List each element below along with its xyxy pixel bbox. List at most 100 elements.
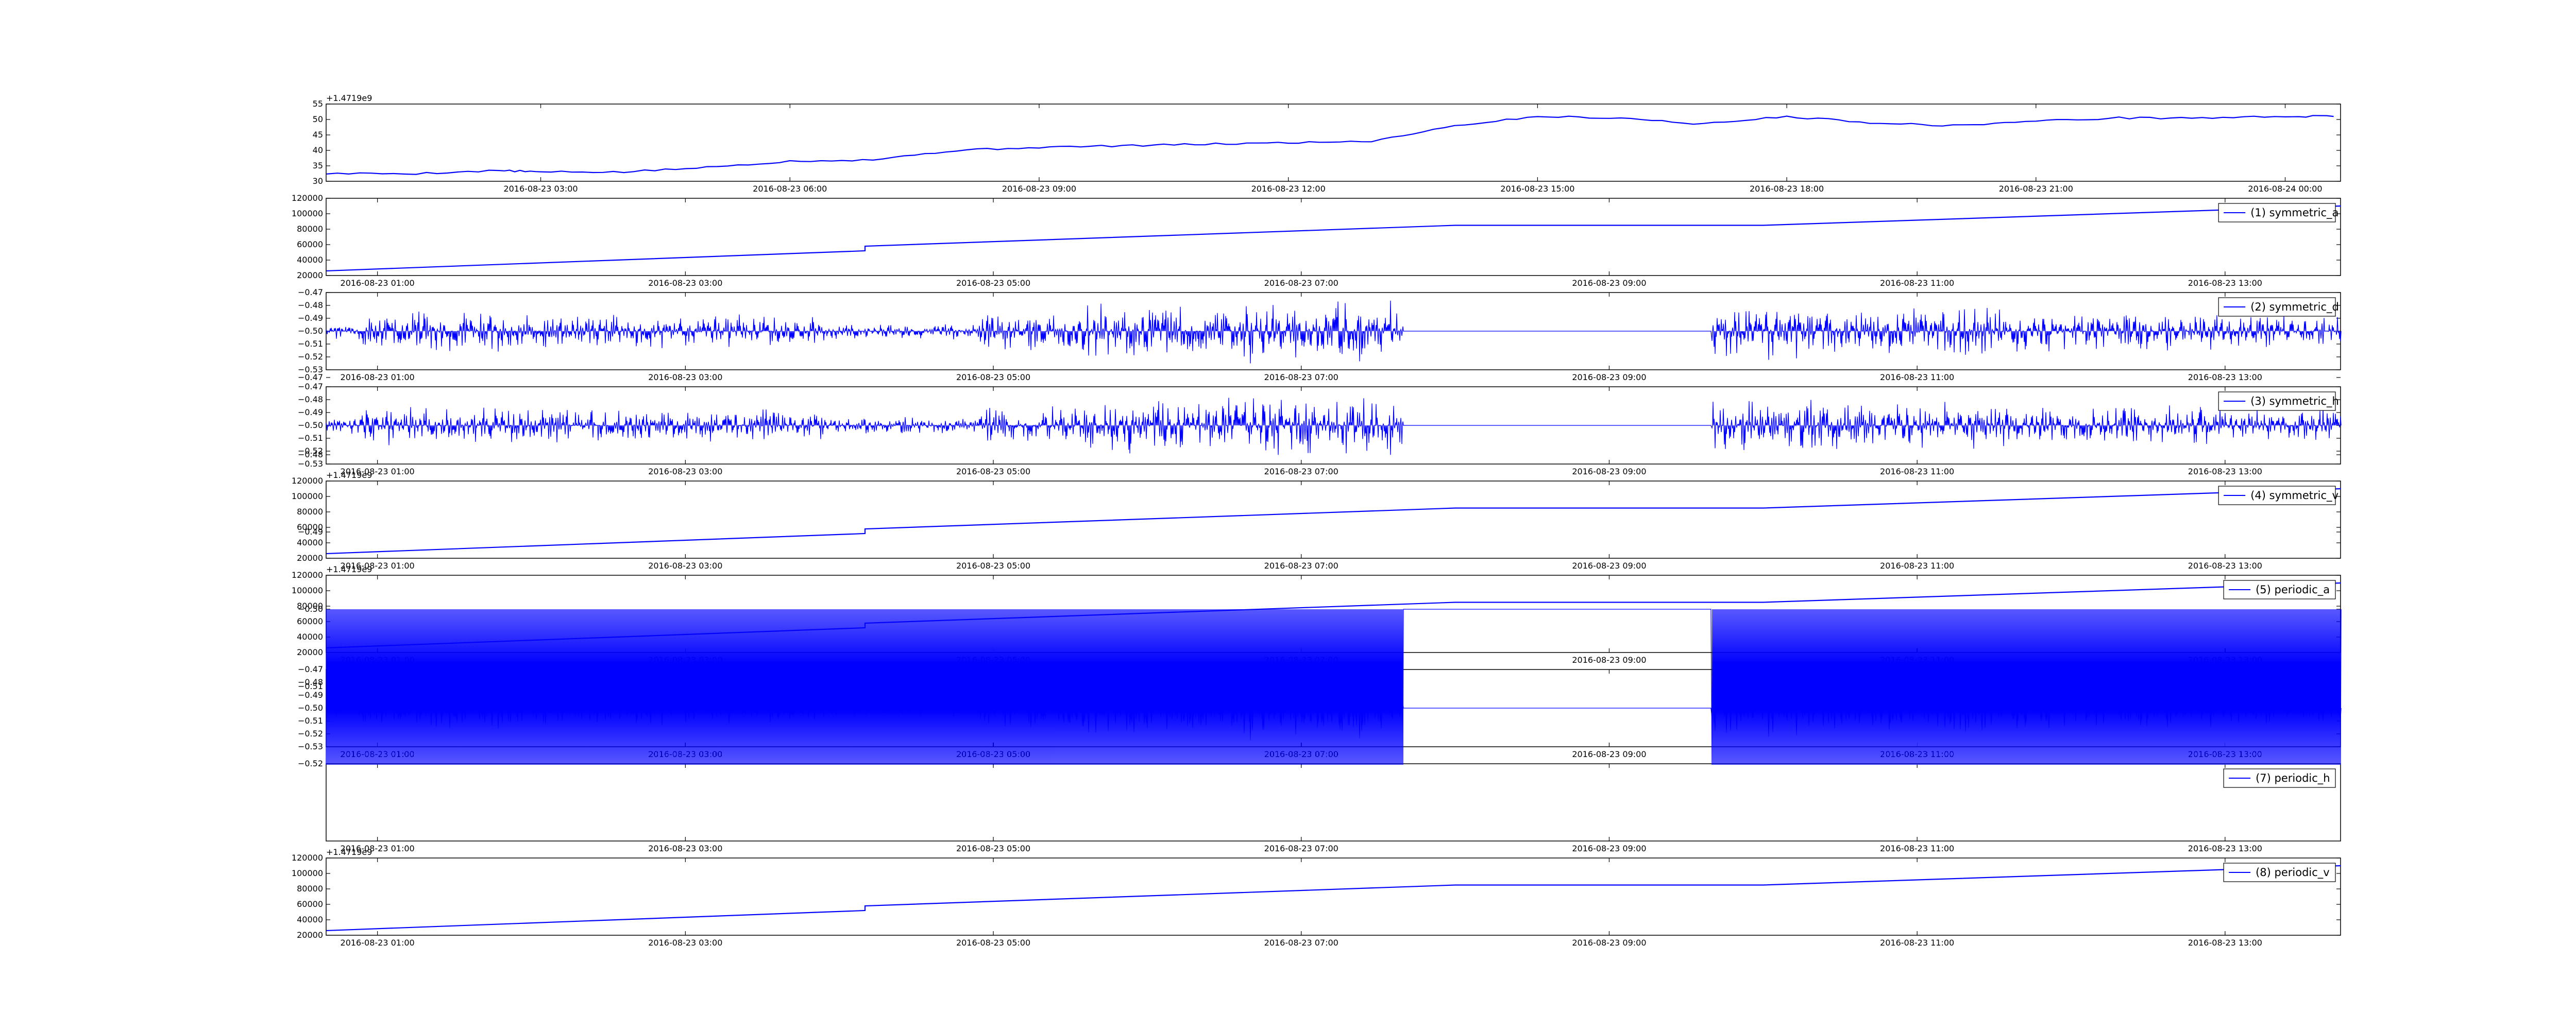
subplot-3: −0.53 −0.52 −0.51 −0.50 −0.49 −0.48 −0.47 2016-… (298, 287, 2342, 382)
y-tick-label: 40 (313, 145, 323, 155)
y-tick-label: 120000 (292, 193, 323, 203)
y-tick-label: 40000 (297, 255, 323, 265)
x-tick-label: 2016-08-24 00:00 (2248, 184, 2322, 194)
subplot-5: 20000 40000 60000 80000 100000 120000 2016-08-… (292, 470, 2341, 571)
y-tick-label: −0.51 (298, 433, 323, 443)
x-tick-label: 2016-08-23 11:00 (1880, 372, 1954, 382)
y-tick-label: 80000 (297, 507, 323, 517)
y-tick-label: −0.47 (298, 664, 323, 674)
axes-frame (326, 480, 2341, 559)
x-tick-label: 2016-08-23 13:00 (2188, 844, 2262, 853)
legend-label: (2) symmetric_d (2250, 301, 2339, 314)
x-tick-label: 2016-08-23 05:00 (956, 938, 1030, 948)
subplot-4: −0.53 −0.52 −0.51 −0.50 −0.49 −0.48 −0.47 2016-… (298, 382, 2342, 476)
x-tick-label: 2016-08-23 21:00 (1999, 184, 2073, 194)
axes-frame (326, 198, 2341, 276)
x-tick-label: 2016-08-23 05:00 (956, 278, 1030, 288)
offset-label: +1.4719e9 (326, 470, 372, 480)
y-tick-label: 100000 (292, 586, 323, 595)
series-line (326, 609, 2342, 765)
x-tick-label: 2016-08-23 09:00 (1572, 655, 1646, 665)
offset-label: +1.4719e9 (326, 93, 372, 103)
x-tick-label: 2016-08-23 07:00 (1264, 372, 1338, 382)
x-tick-label: 2016-08-23 03:00 (648, 467, 722, 476)
y-tick-label: 20000 (297, 270, 323, 280)
y-tick-label: −0.51 (298, 339, 323, 349)
x-tick-label: 2016-08-23 09:00 (1572, 278, 1646, 288)
y-tick-label: −0.53 (298, 742, 323, 751)
y-tick-label: 120000 (292, 853, 323, 863)
y-tick-label: 120000 (292, 476, 323, 486)
y-tick-label: −0.48 (298, 450, 323, 459)
offset-label: +1.4719e9 (326, 564, 372, 574)
y-tick-label: 80000 (297, 601, 323, 611)
series-line (326, 115, 2334, 175)
x-tick-label: 2016-08-23 03:00 (648, 844, 722, 853)
y-tick-label: −0.50 (298, 420, 323, 430)
subplot-stack: 30 35 40 45 50 55 2016-08-23 03:00 2016-08-23 0… (292, 93, 2342, 948)
subplot-1: 30 35 40 45 50 55 2016-08-23 03:00 2016-08-23 0… (313, 93, 2341, 194)
y-tick-label: −0.52 (298, 759, 323, 768)
y-tick-label: −0.50 (298, 703, 323, 713)
x-tick-label: 2016-08-23 05:00 (956, 749, 1030, 759)
x-tick-label: 2016-08-23 06:00 (753, 184, 827, 194)
y-tick-label: −0.50 (298, 326, 323, 336)
legend-label: (8) periodic_v (2256, 866, 2330, 879)
y-tick-label: 100000 (292, 209, 323, 218)
y-tick-label: 30 (313, 176, 323, 186)
y-tick-label: 100000 (292, 868, 323, 878)
subplot-8: −0.52 −0.51 −0.50 −0.49 −0.48 −0.47 2016-08-23… (298, 372, 2342, 853)
series-line (326, 398, 2342, 455)
x-tick-label: 2016-08-23 05:00 (956, 372, 1030, 382)
offset-label: +1.4719e9 (326, 847, 372, 857)
y-tick-label: 120000 (292, 570, 323, 580)
y-tick-label: 45 (313, 130, 323, 140)
x-tick-label: 2016-08-23 01:00 (341, 844, 415, 853)
x-tick-label: 2016-08-23 18:00 (1750, 184, 1824, 194)
y-tick-label: 40000 (297, 915, 323, 924)
subplot-2: 20000 40000 60000 80000 100000 120000 2016-08-… (292, 193, 2341, 288)
x-tick-label: 2016-08-23 13:00 (2188, 278, 2262, 288)
y-tick-label: 60000 (297, 616, 323, 626)
y-tick-label: 80000 (297, 884, 323, 894)
x-tick-label: 2016-08-23 15:00 (1500, 184, 1574, 194)
y-tick-label: 40000 (297, 632, 323, 642)
x-tick-label: 2016-08-23 07:00 (1264, 278, 1338, 288)
x-tick-label: 2016-08-23 07:00 (1264, 844, 1338, 853)
x-tick-label: 2016-08-23 09:00 (1572, 844, 1646, 853)
series-line (326, 300, 2342, 364)
y-tick-label: −0.52 (298, 352, 323, 362)
x-tick-label: 2016-08-23 13:00 (2188, 467, 2262, 476)
y-tick-label: 20000 (297, 930, 323, 940)
y-tick-label: −0.47 (298, 372, 323, 382)
y-tick-label: −0.49 (298, 313, 323, 323)
x-tick-label: 2016-08-23 05:00 (956, 467, 1030, 476)
x-tick-label: 2016-08-23 09:00 (1572, 561, 1646, 571)
y-tick-label: 60000 (297, 522, 323, 532)
x-tick-label: 2016-08-23 03:00 (648, 372, 722, 382)
x-tick-label: 2016-08-23 13:00 (2188, 372, 2262, 382)
legend-label: (7) periodic_h (2256, 772, 2330, 785)
x-tick-label: 2016-08-23 13:00 (2188, 561, 2262, 571)
x-tick-label: 2016-08-23 13:00 (2188, 938, 2262, 948)
x-tick-label: 2016-08-23 07:00 (1264, 561, 1338, 571)
y-tick-label: 20000 (297, 647, 323, 657)
series-line (326, 488, 2341, 555)
axes-frame (326, 857, 2341, 936)
x-tick-label: 2016-08-23 09:00 (1572, 938, 1646, 948)
x-tick-label: 2016-08-23 11:00 (1880, 844, 1954, 853)
y-tick-label: 100000 (292, 491, 323, 501)
y-tick-label: −0.48 (298, 300, 323, 310)
x-tick-label: 2016-08-23 07:00 (1264, 467, 1338, 476)
y-tick-label: −0.51 (298, 716, 323, 726)
x-tick-label: 2016-08-23 01:00 (341, 938, 415, 948)
x-tick-label: 2016-08-23 01:00 (341, 278, 415, 288)
y-tick-label: −0.48 (298, 394, 323, 404)
x-tick-label: 2016-08-23 03:00 (503, 184, 578, 194)
y-tick-label: −0.51 (298, 681, 323, 691)
x-tick-label: 2016-08-23 09:00 (1002, 184, 1076, 194)
legend-label: (5) periodic_a (2256, 583, 2330, 596)
x-tick-label: 2016-08-23 11:00 (1880, 278, 1954, 288)
y-tick-label: 60000 (297, 239, 323, 249)
y-tick-label: −0.50 (298, 604, 323, 614)
